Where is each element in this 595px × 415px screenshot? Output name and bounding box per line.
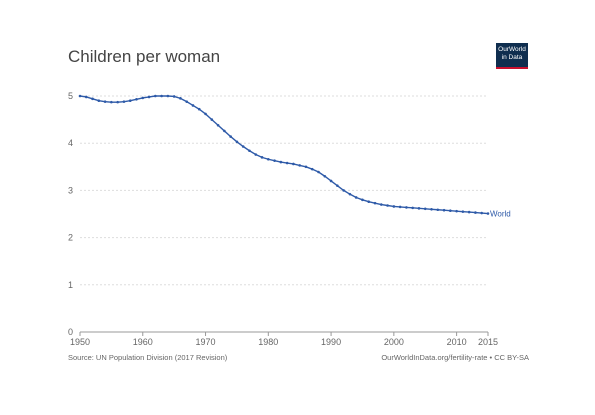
data-point[interactable]	[248, 149, 251, 153]
series-world: World	[78, 94, 511, 219]
data-point[interactable]	[461, 210, 465, 213]
data-point[interactable]	[336, 184, 339, 187]
owid-logo[interactable]: OurWorld in Data	[496, 43, 528, 69]
series-label-world: World	[490, 210, 511, 219]
data-point[interactable]	[273, 159, 276, 162]
data-point[interactable]	[329, 179, 333, 183]
logo-text: OurWorld in Data	[498, 46, 526, 61]
data-point[interactable]	[78, 94, 82, 98]
data-point[interactable]	[442, 208, 446, 212]
x-tick-label-1970: 1970	[196, 337, 216, 347]
x-tick-label-1950: 1950	[70, 337, 90, 347]
y-tick-label-1: 1	[68, 280, 73, 290]
x-tick-label-2010: 2010	[447, 337, 467, 347]
data-point[interactable]	[216, 123, 220, 127]
data-point[interactable]	[267, 157, 270, 161]
data-point[interactable]	[323, 174, 327, 178]
y-tick-label-4: 4	[68, 138, 73, 148]
x-axis-ticks: 1950 1960 1970 1980 1990 2000 2010 2015	[70, 332, 498, 347]
data-point[interactable]	[342, 189, 345, 192]
data-point[interactable]	[110, 100, 113, 104]
source-note: Source: UN Population Division (2017 Rev…	[68, 353, 228, 362]
data-point[interactable]	[229, 135, 232, 138]
data-point[interactable]	[154, 94, 157, 98]
data-point[interactable]	[135, 98, 138, 101]
data-point[interactable]	[304, 165, 308, 169]
x-tick-label-1960: 1960	[133, 337, 153, 347]
data-point[interactable]	[260, 156, 264, 159]
data-point[interactable]	[430, 207, 433, 211]
data-point[interactable]	[398, 205, 402, 209]
x-tick-label-1990: 1990	[321, 337, 341, 347]
data-point[interactable]	[310, 167, 314, 171]
data-point[interactable]	[166, 94, 170, 98]
data-point[interactable]	[223, 129, 226, 133]
data-point[interactable]	[455, 209, 458, 213]
y-tick-label-5: 5	[68, 91, 73, 101]
data-point[interactable]	[480, 211, 484, 215]
data-point[interactable]	[128, 99, 132, 103]
data-point[interactable]	[254, 153, 258, 156]
data-point[interactable]	[379, 203, 383, 206]
data-point[interactable]	[241, 145, 245, 148]
data-point[interactable]	[172, 95, 176, 98]
data-point[interactable]	[486, 212, 490, 215]
data-point[interactable]	[392, 205, 396, 208]
data-point[interactable]	[348, 192, 352, 196]
data-point[interactable]	[279, 160, 283, 164]
data-point[interactable]	[160, 94, 163, 98]
data-point[interactable]	[367, 200, 371, 204]
data-point[interactable]	[423, 207, 427, 211]
series-line-world	[79, 95, 489, 215]
data-point[interactable]	[191, 104, 195, 107]
data-point[interactable]	[179, 97, 182, 100]
data-point[interactable]	[285, 161, 289, 165]
data-point[interactable]	[354, 196, 358, 199]
data-point[interactable]	[103, 100, 107, 103]
credit-link[interactable]: OurWorldInData.org/fertility-rate • CC B…	[381, 353, 529, 362]
data-point[interactable]	[436, 208, 440, 212]
data-point[interactable]	[361, 198, 364, 202]
data-point[interactable]	[373, 201, 377, 205]
data-point[interactable]	[298, 164, 301, 167]
data-point[interactable]	[292, 162, 295, 166]
data-point[interactable]	[467, 210, 471, 214]
data-point[interactable]	[185, 100, 189, 103]
data-point[interactable]	[197, 107, 201, 111]
data-point[interactable]	[449, 209, 452, 212]
data-point[interactable]	[417, 207, 421, 210]
x-tick-label-2015: 2015	[478, 337, 498, 347]
y-tick-label-2: 2	[68, 233, 73, 243]
data-point[interactable]	[116, 100, 119, 104]
data-point[interactable]	[235, 140, 239, 144]
data-point[interactable]	[91, 97, 94, 101]
data-point[interactable]	[210, 118, 214, 121]
y-tick-label-0: 0	[68, 327, 73, 337]
gridlines	[80, 95, 488, 286]
data-point[interactable]	[317, 170, 320, 174]
data-point[interactable]	[405, 206, 408, 209]
data-point[interactable]	[147, 95, 151, 99]
x-tick-label-1980: 1980	[258, 337, 278, 347]
y-tick-label-3: 3	[68, 185, 73, 195]
x-tick-label-2000: 2000	[384, 337, 404, 347]
y-axis-ticks: 0 1 2 3 4 5	[68, 91, 73, 337]
data-point[interactable]	[474, 211, 477, 214]
data-point[interactable]	[97, 99, 101, 103]
chart-title: Children per woman	[68, 47, 221, 66]
data-point[interactable]	[141, 96, 145, 100]
data-point[interactable]	[204, 112, 207, 116]
data-point[interactable]	[122, 100, 126, 103]
data-point[interactable]	[411, 206, 414, 210]
data-point[interactable]	[386, 204, 389, 207]
data-point[interactable]	[84, 95, 88, 99]
